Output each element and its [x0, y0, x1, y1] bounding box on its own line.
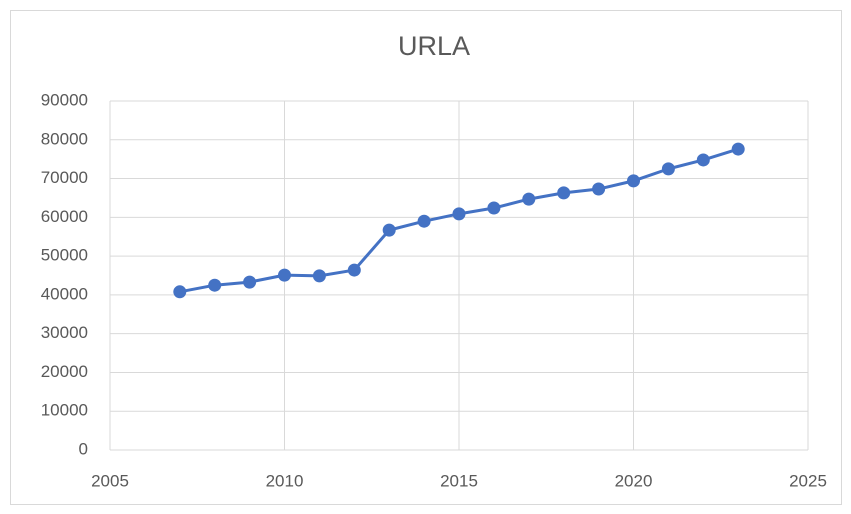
x-tick-label: 2020 — [615, 471, 653, 490]
data-point — [627, 174, 640, 188]
chart-frame — [10, 10, 842, 505]
y-tick-label: 20000 — [41, 362, 88, 381]
data-point — [522, 192, 536, 206]
y-tick-label: 0 — [79, 439, 88, 458]
chart-title: URLA — [398, 31, 470, 61]
data-point — [452, 207, 466, 221]
data-point — [661, 162, 675, 176]
data-point — [487, 201, 501, 215]
x-tick-label: 2025 — [789, 471, 827, 490]
y-tick-label: 10000 — [41, 401, 88, 420]
data-point — [592, 182, 606, 196]
data-point — [173, 285, 187, 299]
y-tick-label: 90000 — [41, 90, 88, 109]
data-point — [347, 263, 361, 277]
data-point — [382, 223, 396, 237]
y-tick-label: 40000 — [41, 284, 88, 303]
data-point — [696, 153, 710, 167]
x-tick-label: 2015 — [440, 471, 478, 490]
data-point — [243, 275, 257, 289]
x-tick-label: 2010 — [266, 471, 304, 490]
y-tick-label: 60000 — [41, 207, 88, 226]
x-tick-label: 2005 — [91, 471, 129, 490]
y-tick-label: 50000 — [41, 246, 88, 265]
data-point — [208, 278, 222, 292]
data-point — [417, 214, 431, 228]
y-tick-label: 80000 — [41, 129, 88, 148]
data-point — [557, 186, 571, 200]
y-tick-label: 70000 — [41, 168, 88, 187]
y-tick-label: 30000 — [41, 323, 88, 342]
data-point — [731, 142, 745, 156]
data-point — [312, 269, 326, 283]
data-point — [278, 268, 291, 282]
